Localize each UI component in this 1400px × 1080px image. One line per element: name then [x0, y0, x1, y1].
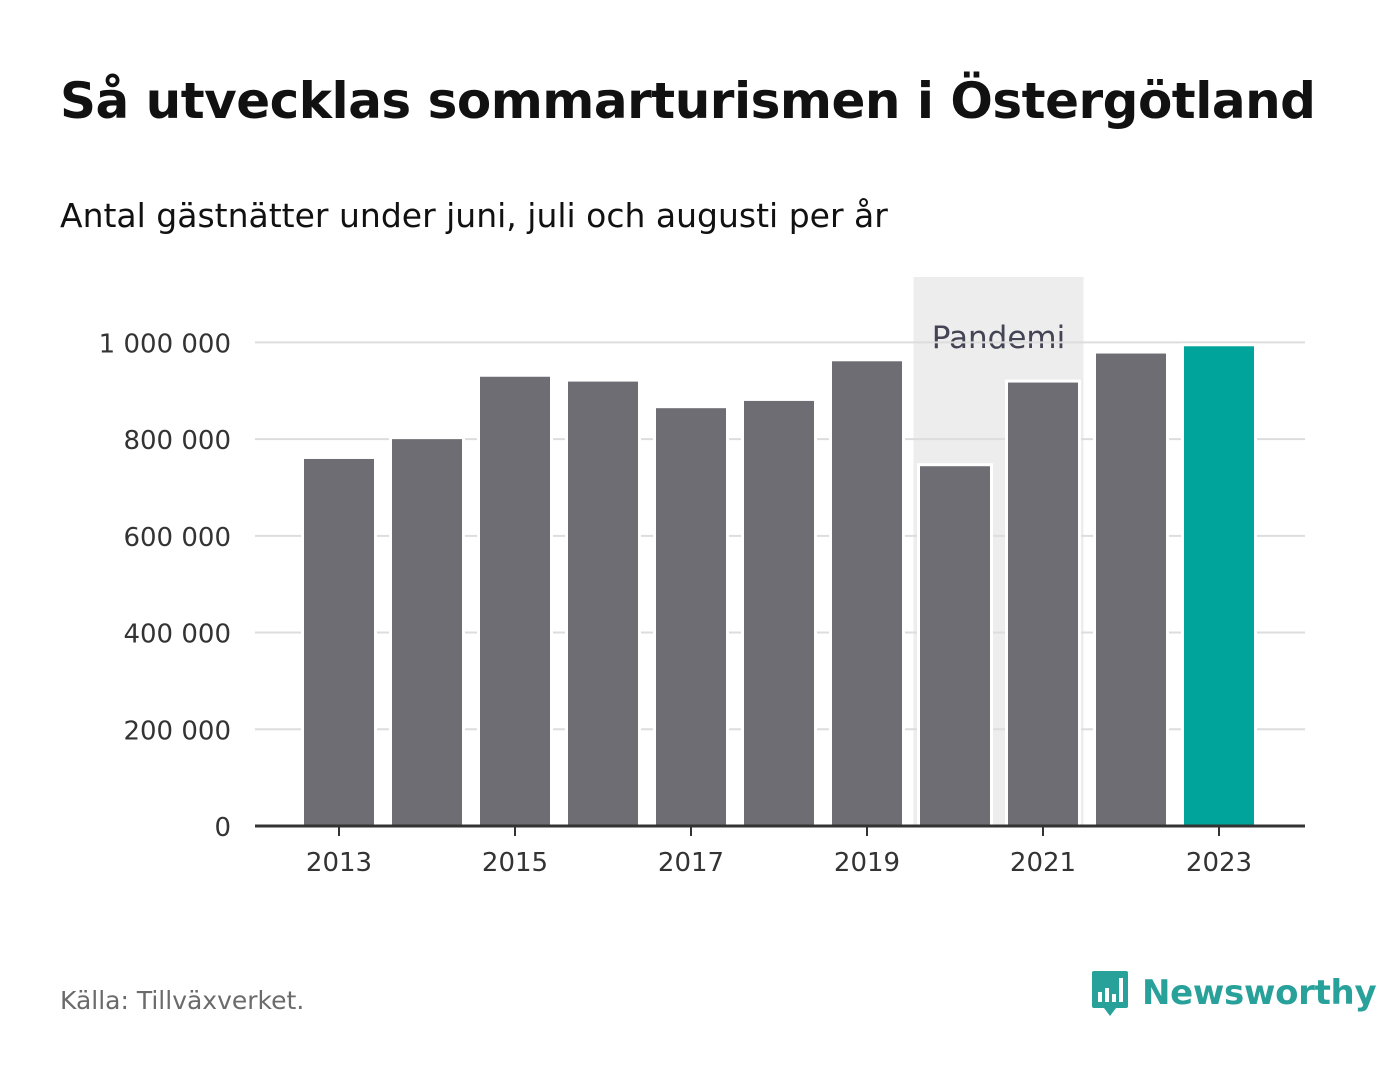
bar-2022: [1093, 350, 1169, 828]
chart-subtitle: Antal gästnätter under juni, juli och au…: [60, 196, 888, 235]
x-tick-label: 2019: [834, 848, 900, 878]
bar-2016: [565, 378, 641, 828]
x-tick-label: 2013: [306, 848, 372, 878]
bar-2015: [477, 373, 553, 828]
source-note: Källa: Tillväxverket.: [60, 986, 305, 1015]
x-tick-label: 2021: [1010, 848, 1076, 878]
bar-2021: [1005, 379, 1081, 828]
y-tick-label: 0: [214, 813, 231, 843]
pandemic-label: Pandemi: [932, 320, 1066, 356]
newsworthy-logo-icon: [1092, 971, 1128, 1016]
bars: [301, 343, 1257, 828]
y-tick-label: 1 000 000: [99, 329, 231, 359]
y-tick-label: 600 000: [123, 523, 231, 553]
bar-2020: [917, 463, 993, 828]
brand-name: Newsworthy: [1142, 973, 1377, 1013]
x-tick-label: 2023: [1186, 848, 1252, 878]
bar-2013: [301, 455, 377, 828]
chart-title: Så utvecklas sommarturismen i Östergötla…: [60, 72, 1316, 130]
y-tick-label: 800 000: [123, 426, 231, 456]
y-tick-label: 400 000: [123, 620, 231, 650]
bar-2019: [829, 358, 905, 828]
axes: 0 200 000 400 000 600 000 800 000 1 000 000 20…: [99, 329, 1305, 878]
bar-2023: [1181, 343, 1257, 828]
x-tick-label: 2015: [482, 848, 548, 878]
bar-2017: [653, 405, 729, 828]
y-tick-label: 200 000: [123, 716, 231, 746]
x-tick-label: 2017: [658, 848, 724, 878]
bar-2018: [741, 397, 817, 828]
bar-2014: [389, 436, 465, 828]
brand-logo: Newsworthy: [1090, 968, 1377, 1018]
